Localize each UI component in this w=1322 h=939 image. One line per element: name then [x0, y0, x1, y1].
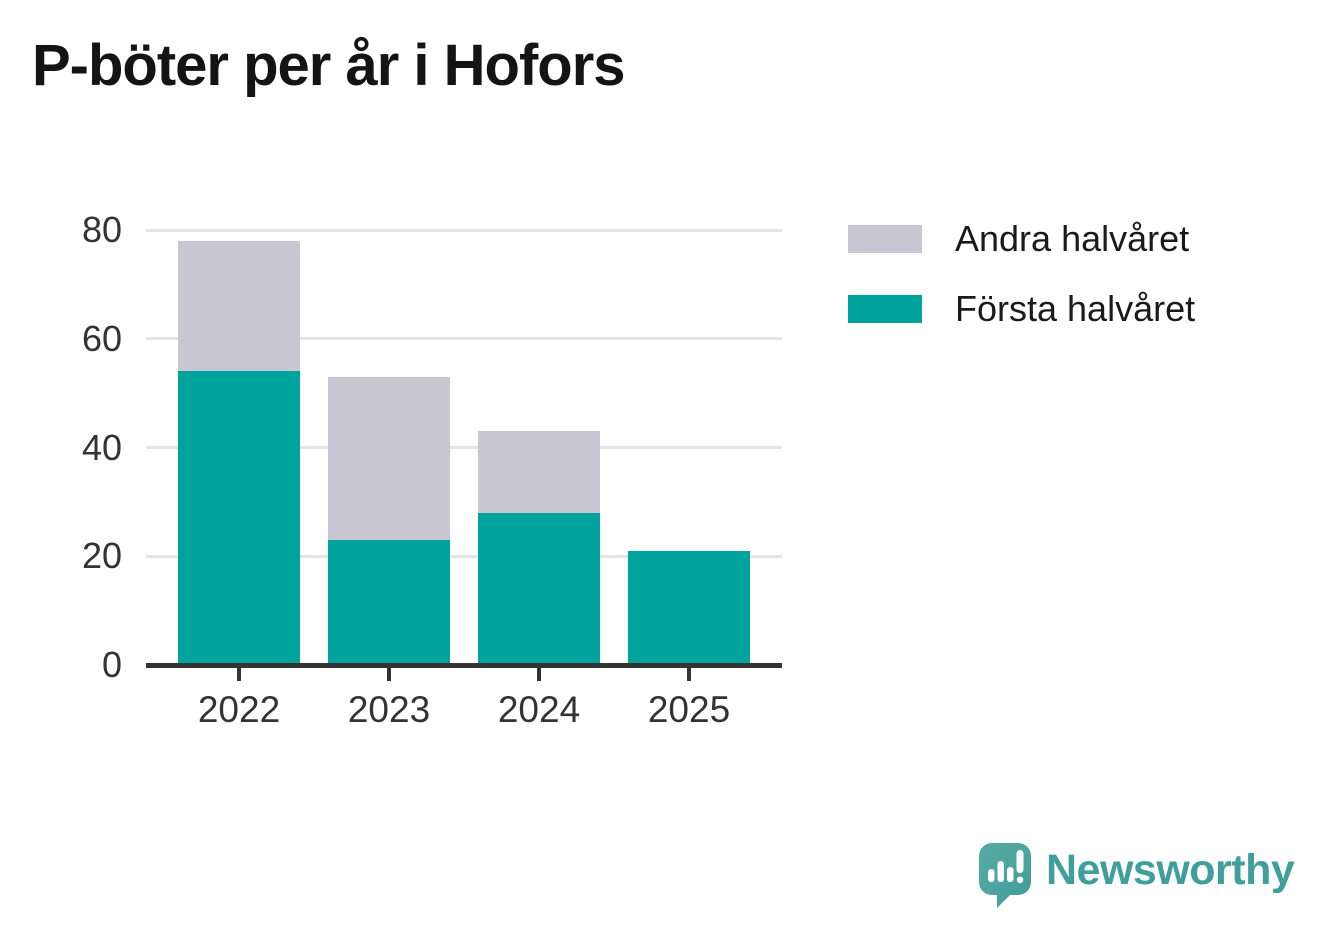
y-tick-label: 20: [81, 535, 122, 577]
newsworthy-logo-icon: [978, 842, 1034, 915]
axis-tick: [537, 668, 541, 681]
y-tick-label: 40: [81, 426, 122, 468]
chart-title: P-böter per år i Hofors: [32, 33, 626, 98]
axis-tick: [687, 668, 691, 681]
axis-tick: [237, 668, 241, 681]
gridline: [146, 554, 782, 558]
bar-segment-andra-2022: [178, 240, 300, 372]
x-tick-label: 2023: [347, 689, 431, 730]
bar-segment-andra-2023: [328, 376, 450, 540]
legend-item-andra-halvaret: Andra halvåret: [848, 219, 1195, 259]
y-tick-label: 0: [101, 644, 122, 685]
x-tick-label: 2025: [647, 689, 731, 730]
gridline: [146, 228, 782, 232]
bar-segment-andra-2024: [478, 431, 600, 513]
gridline: [146, 446, 782, 449]
y-tick-label: 60: [81, 317, 122, 359]
legend-item-forsta-halvaret: Första halvåret: [848, 289, 1195, 329]
x-tick-label: 2022: [197, 689, 281, 730]
axis-tick: [387, 668, 391, 681]
y-tick-label: 80: [81, 209, 122, 250]
bar-segment-forsta-2024: [478, 512, 600, 665]
bar-segment-forsta-2025: [628, 550, 750, 665]
bar-segment-forsta-2022: [178, 371, 300, 665]
bar-segment-forsta-2023: [328, 539, 450, 665]
legend-label-andra-halvaret: Andra halvåret: [955, 218, 1190, 259]
newsworthy-wordmark: Newsworthy: [1046, 846, 1295, 894]
x-axis-line: [146, 663, 782, 668]
legend-label-forsta-halvaret: Första halvåret: [955, 288, 1196, 329]
legend: Andra halvåret Första halvåret: [848, 219, 1195, 359]
branding: Newsworthy: [978, 842, 1295, 915]
gridline: [146, 337, 782, 341]
legend-swatch-andra-halvaret: [848, 225, 922, 253]
legend-swatch-forsta-halvaret: [848, 295, 922, 323]
x-tick-label: 2024: [497, 689, 581, 730]
